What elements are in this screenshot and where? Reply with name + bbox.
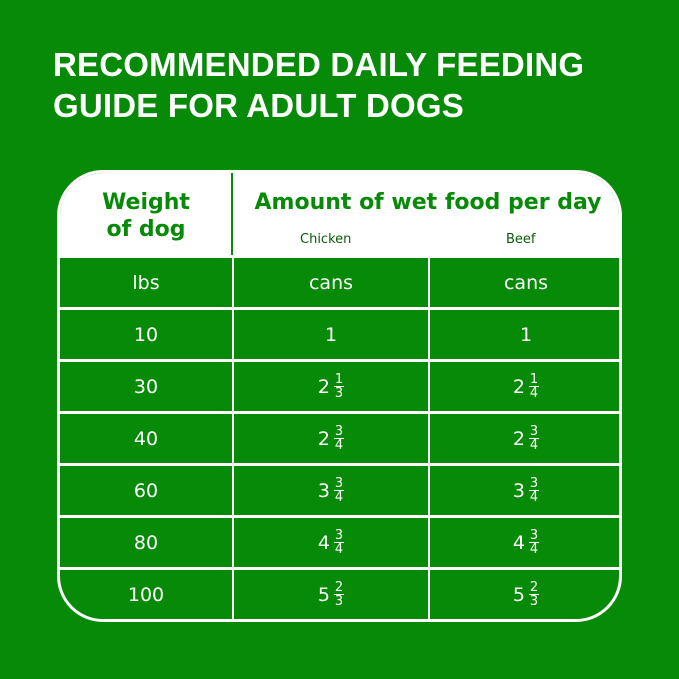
table-row: 30 2 1 3 2 1 4 <box>60 359 619 411</box>
whole-number: 3 <box>512 479 525 502</box>
numerator: 1 <box>528 372 540 387</box>
chicken-cell: 1 <box>234 310 428 359</box>
numerator: 3 <box>333 476 345 491</box>
denominator: 4 <box>529 542 539 557</box>
whole-number: 5 <box>317 583 330 606</box>
table-row: 80 4 3 4 4 3 4 <box>60 515 619 567</box>
beef-cell: 1 <box>430 310 619 359</box>
denominator: 3 <box>529 594 539 609</box>
weight-unit: lbs <box>132 271 160 294</box>
numerator: 3 <box>333 528 345 543</box>
whole-number: 1 <box>519 323 533 346</box>
whole-number: 4 <box>317 531 330 554</box>
chicken-header: Chicken <box>300 232 352 247</box>
weight-header-line2: of dog <box>106 217 186 242</box>
whole-number: 4 <box>512 531 525 554</box>
weight-header: Weight of dog <box>60 189 232 243</box>
title-line-1: RECOMMENDED DAILY FEEDING <box>53 46 585 83</box>
denominator: 4 <box>529 386 539 401</box>
beef-header: Beef <box>506 232 536 247</box>
weight-cell: 30 <box>133 375 159 398</box>
weight-cell: 10 <box>133 323 159 346</box>
numerator: 3 <box>333 424 345 439</box>
numerator: 2 <box>333 580 345 595</box>
table-row: 60 3 3 4 3 3 4 <box>60 463 619 515</box>
beef-unit: cans <box>503 271 549 294</box>
weight-header-line1: Weight <box>102 190 190 215</box>
column-divider <box>428 255 430 619</box>
denominator: 4 <box>334 542 344 557</box>
denominator: 3 <box>334 594 344 609</box>
weight-cell: 100 <box>127 583 165 606</box>
denominator: 4 <box>529 490 539 505</box>
numerator: 2 <box>528 580 540 595</box>
table-row: 100 5 2 3 5 2 3 <box>60 567 619 619</box>
whole-number: 2 <box>512 375 525 398</box>
whole-number: 1 <box>324 323 338 346</box>
numerator: 3 <box>528 424 540 439</box>
page-title: RECOMMENDED DAILY FEEDING GUIDE FOR ADUL… <box>53 44 584 126</box>
weight-cell: 40 <box>133 427 159 450</box>
numerator: 3 <box>528 528 540 543</box>
weight-cell: 60 <box>133 479 159 502</box>
chicken-unit: cans <box>308 271 354 294</box>
denominator: 4 <box>334 490 344 505</box>
whole-number: 2 <box>317 427 330 450</box>
title-line-2: GUIDE FOR ADULT DOGS <box>53 87 464 124</box>
amount-header: Amount of wet food per day <box>254 190 602 215</box>
whole-number: 3 <box>317 479 330 502</box>
table-header: Weight of dog Amount of wet food per day … <box>60 173 619 255</box>
whole-number: 5 <box>512 583 525 606</box>
feeding-table: Weight of dog Amount of wet food per day … <box>57 170 622 622</box>
table-row: 40 2 3 4 2 3 4 <box>60 411 619 463</box>
whole-number: 2 <box>512 427 525 450</box>
denominator: 3 <box>334 386 344 401</box>
header-divider <box>231 173 233 255</box>
table-row: 10 1 1 <box>60 307 619 359</box>
denominator: 4 <box>334 438 344 453</box>
numerator: 1 <box>333 372 345 387</box>
denominator: 4 <box>529 438 539 453</box>
column-divider <box>232 255 234 619</box>
whole-number: 2 <box>317 375 330 398</box>
weight-cell: 80 <box>133 531 159 554</box>
units-row: lbs cans cans <box>60 255 619 307</box>
numerator: 3 <box>528 476 540 491</box>
